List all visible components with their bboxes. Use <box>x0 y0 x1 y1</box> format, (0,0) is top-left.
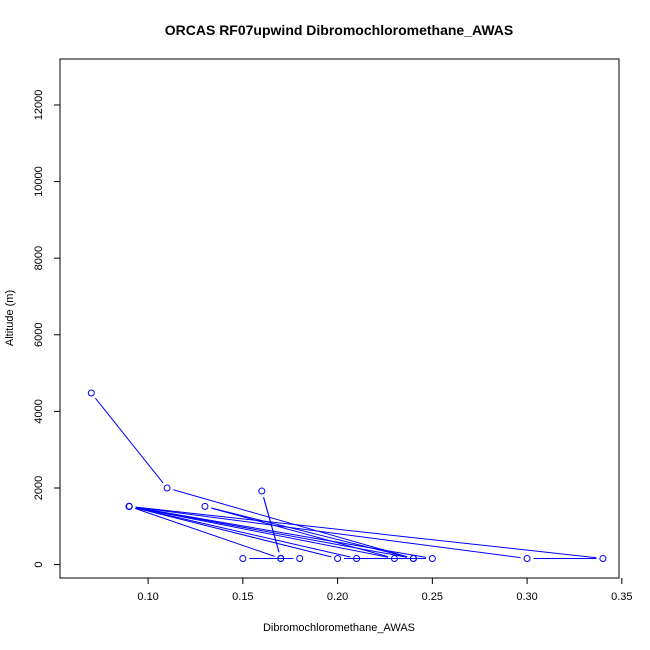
data-point <box>390 554 398 562</box>
y-tick-label: 4000 <box>33 399 45 423</box>
x-axis: 0.10 0.15 0.20 0.25 0.30 0.35 <box>137 578 633 603</box>
data-point <box>353 554 361 562</box>
data-point <box>409 554 417 562</box>
x-tick-label: 0.10 <box>137 591 158 603</box>
y-tick-label: 2000 <box>33 476 45 500</box>
data-point <box>277 554 285 562</box>
data-point <box>334 554 342 562</box>
series-segment <box>94 397 164 484</box>
series-segment <box>173 489 408 558</box>
data-point <box>163 484 171 492</box>
series-layer <box>87 389 607 562</box>
data-point <box>428 554 436 562</box>
series-segment <box>211 507 389 558</box>
x-tick-label: 0.35 <box>611 591 632 603</box>
series-segment <box>135 507 351 558</box>
data-point <box>125 502 133 510</box>
y-tick-label: 6000 <box>33 323 45 347</box>
series-segment <box>135 506 597 559</box>
x-axis-label: Dibromochloromethane_AWAS <box>263 622 415 634</box>
series-segment <box>211 507 408 558</box>
plot-frame <box>59 58 620 579</box>
data-point <box>201 502 209 510</box>
series-segment <box>263 497 280 553</box>
series-segment <box>135 507 389 558</box>
x-tick-label: 0.25 <box>422 591 443 603</box>
data-point <box>599 554 607 562</box>
y-tick-label: 8000 <box>33 246 45 270</box>
y-tick-label: 0 <box>33 562 45 568</box>
x-tick-label: 0.20 <box>327 591 348 603</box>
x-tick-label: 0.30 <box>516 591 537 603</box>
y-axis: 0 2000 4000 6000 8000 10000 12000 <box>33 90 60 568</box>
y-tick-label: 12000 <box>33 90 45 121</box>
data-point <box>296 554 304 562</box>
series-segment <box>135 506 521 559</box>
series-segment <box>135 508 275 557</box>
series-segment <box>135 507 332 558</box>
data-point <box>239 554 247 562</box>
y-axis-label: Altitude (m) <box>4 290 16 346</box>
chart-title: ORCAS RF07upwind Dibromochloromethane_AW… <box>165 22 513 38</box>
x-tick-label: 0.15 <box>232 591 253 603</box>
y-tick-label: 10000 <box>33 166 45 197</box>
data-point <box>258 487 266 495</box>
data-point <box>87 389 95 397</box>
data-point <box>523 554 531 562</box>
